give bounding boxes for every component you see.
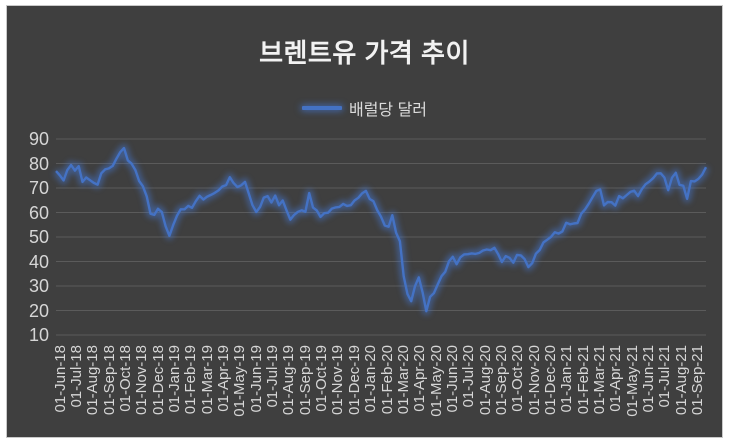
x-tick-label: 01-Jan-21 [558, 345, 576, 413]
x-tick-label: 01-Feb-19 [182, 345, 200, 415]
y-tick-label: 80 [28, 153, 49, 174]
x-tick-label: 01-Jan-20 [362, 345, 380, 413]
x-tick-label: 01-Jun-19 [247, 345, 265, 413]
chart-title: 브렌트유 가격 추이 [259, 38, 470, 68]
legend-label: 배럴당 달러 [348, 102, 428, 119]
y-tick-label: 30 [28, 276, 49, 296]
x-tick-label: 01-Mar-21 [591, 345, 609, 415]
series-line [55, 146, 708, 313]
x-tick-label: 01-Jun-20 [443, 345, 461, 413]
x-tick-label: 01-Jul-20 [460, 345, 478, 408]
x-tick-label: 01-Mar-20 [394, 345, 412, 415]
y-tick-label: 90 [28, 129, 49, 149]
x-tick-label: 01-Dec-19 [345, 345, 363, 416]
y-tick-label: 70 [28, 178, 49, 198]
y-tick-label: 60 [28, 202, 49, 223]
x-tick-label: 01-Apr-19 [215, 345, 232, 412]
y-tick-label: 10 [28, 325, 49, 345]
x-tick-label: 01-Nov-20 [525, 345, 543, 416]
x-tick-label: 01-Jul-19 [264, 345, 282, 408]
line-chart-canvas [53, 138, 710, 336]
x-tick-label: 01-May-20 [427, 345, 445, 417]
x-tick-label: 01-Apr-21 [607, 345, 625, 412]
x-tick-label: 01-Sep-20 [492, 345, 510, 416]
x-tick-label: 01-Nov-19 [329, 345, 347, 416]
x-tick-label: 01-Jul-18 [67, 345, 85, 408]
x-tick-label: 01-Dec-18 [149, 345, 167, 416]
x-tick-label: 01-Feb-20 [378, 345, 396, 415]
series-line-glow [53, 144, 710, 316]
x-tick-label: 01-Oct-20 [509, 345, 527, 412]
x-tick-label: 01-Sep-21 [689, 345, 707, 416]
y-tick-label: 40 [28, 251, 49, 272]
y-tick-label: 50 [28, 227, 49, 247]
x-tick-label: 01-Sep-19 [296, 345, 314, 416]
x-tick-label: 01-Feb-21 [574, 345, 592, 415]
y-tick-label: 20 [28, 300, 49, 321]
x-tick-label: 01-Dec-20 [542, 345, 559, 416]
chart-panel: 브렌트유 가격 추이 배럴당 달러 90 80 70 60 50 40 30 20 10 01-… [6, 5, 723, 438]
x-tick-label: 01-May-19 [231, 345, 249, 417]
x-tick-label: 01-Nov-18 [133, 345, 151, 416]
x-tick-label: 01-Jan-19 [165, 345, 183, 413]
x-tick-label: 01-Aug-21 [672, 345, 690, 416]
x-tick-label: 01-Oct-19 [313, 345, 331, 412]
x-tick-label: 01-Oct-18 [116, 345, 134, 412]
x-tick-label: 01-Aug-20 [476, 345, 494, 416]
legend-line-marker-icon [301, 106, 342, 110]
x-tick-label: 01-Aug-19 [280, 345, 298, 416]
price-line-series [53, 144, 710, 316]
x-tick-label: 01-Jun-21 [640, 345, 658, 413]
gridlines [56, 138, 706, 336]
x-tick-label: 01-Mar-19 [198, 345, 216, 415]
x-tick-label: 01-May-21 [623, 345, 641, 417]
x-tick-label: 01-Aug-18 [84, 345, 102, 416]
x-tick-label: 01-Jun-18 [51, 345, 69, 413]
chart-legend: 배럴당 달러 [7, 98, 722, 119]
x-tick-label: 01-Sep-18 [100, 345, 118, 416]
x-tick-label: 01-Apr-20 [411, 345, 429, 412]
x-tick-label: 01-Jul-21 [656, 345, 674, 408]
